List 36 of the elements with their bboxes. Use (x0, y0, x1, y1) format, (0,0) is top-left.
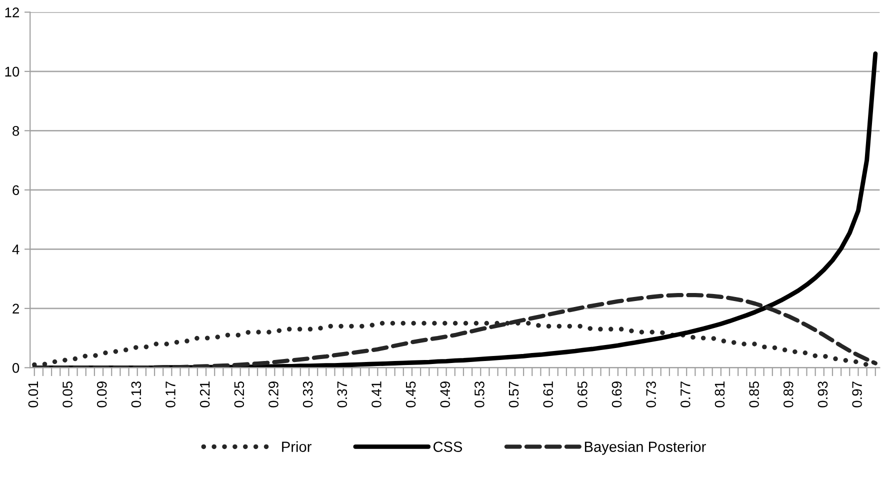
x-tick-label: 0.49 (440, 382, 450, 408)
y-tick-label: 6 (12, 185, 20, 196)
x-tick-label: 0.21 (200, 382, 210, 408)
x-tick-label: 0.85 (749, 381, 759, 408)
x-tick-label: 0.97 (852, 382, 862, 408)
x-tick-label: 0.61 (543, 382, 554, 408)
x-tick-label: 0.65 (578, 381, 588, 408)
x-tick-label: 0.69 (612, 382, 622, 408)
x-tick-label: 0.57 (508, 382, 519, 408)
line-series (32, 51, 878, 368)
x-tick-label: 0.89 (783, 382, 794, 408)
x-tick-label: 0.45 (406, 381, 416, 408)
x-tick-label: 0.09 (96, 382, 107, 408)
x-tick-label: 0.93 (818, 381, 828, 408)
x-tick-label: 0.33 (302, 381, 313, 408)
y-tick-label: 4 (12, 244, 20, 254)
legend-label: Bayesian Posterior (584, 441, 706, 455)
x-tick-label: 0.13 (131, 381, 142, 408)
x-tick-label: 0.73 (646, 381, 656, 408)
x-tick-label: 0.37 (337, 382, 348, 408)
x-tick-label: 0.29 (268, 382, 278, 408)
legend-label: CSS (433, 442, 462, 452)
y-tick-label: 0 (12, 363, 20, 373)
x-tick-label: 0.05 (62, 381, 72, 408)
x-tick-label: 0.17 (166, 382, 176, 408)
x-tick-label: 0.81 (714, 382, 725, 408)
x-tick-label: 0.53 (474, 381, 484, 408)
y-tick-label: 8 (12, 126, 20, 136)
y-tick-label: 12 (5, 8, 19, 18)
y-tick-label: 2 (12, 304, 19, 314)
x-tick-label: 0.01 (28, 382, 38, 408)
x-tick-label: 0.41 (372, 382, 382, 408)
y-tick-label: 10 (5, 66, 20, 77)
x-tick-label: 0.25 (234, 381, 244, 408)
legend-label: Prior (282, 441, 312, 452)
x-tick-label: 0.77 (680, 382, 690, 408)
